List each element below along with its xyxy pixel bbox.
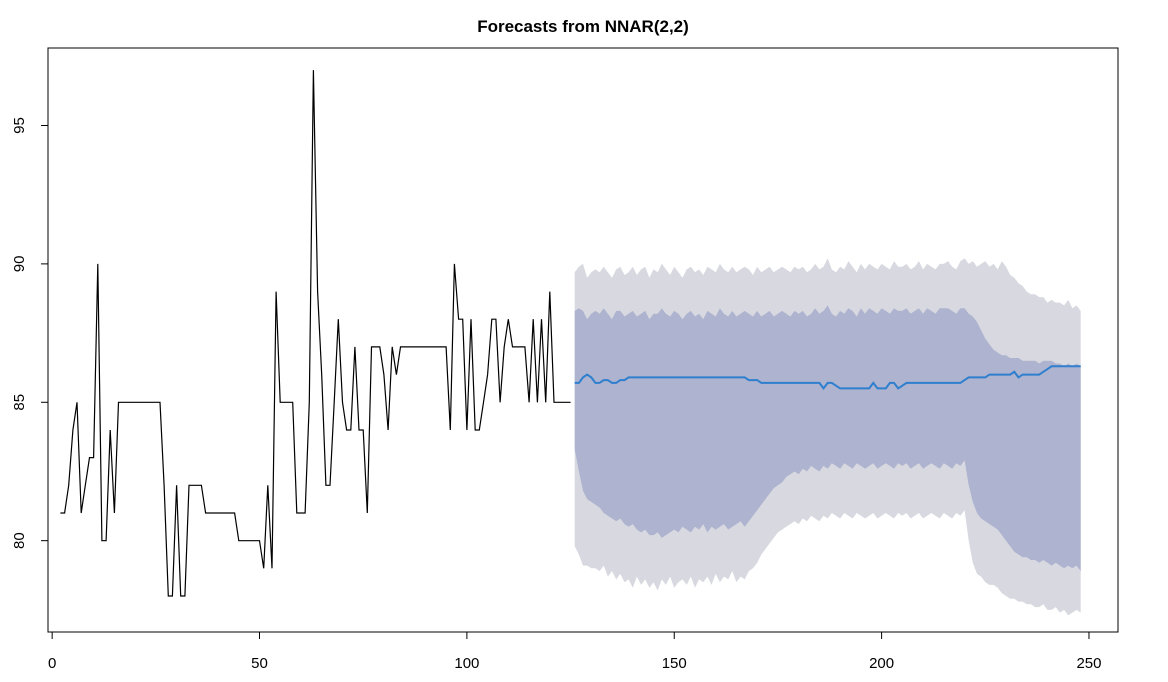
forecast-series-line <box>574 365 1081 391</box>
history-series-line <box>60 70 571 597</box>
y-tick-label: 80 <box>11 532 28 549</box>
x-tick-label: 50 <box>251 655 268 672</box>
y-tick-label: 95 <box>11 117 28 134</box>
x-tick-label: 150 <box>662 655 687 672</box>
plot-area <box>47 47 1119 633</box>
chart-title: Forecasts from NNAR(2,2) <box>477 17 689 36</box>
y-tick-label: 85 <box>11 394 28 411</box>
x-tick-label: 200 <box>869 655 894 672</box>
y-tick-label: 90 <box>11 256 28 273</box>
prediction-interval-80-band <box>574 305 1081 572</box>
x-tick-label: 100 <box>454 655 479 672</box>
x-tick-label: 250 <box>1076 655 1101 672</box>
x-tick-label: 0 <box>48 655 56 672</box>
x-axis: 0 50 100 150 200 250 <box>48 631 1101 672</box>
y-axis: 80 85 90 95 <box>11 117 49 549</box>
